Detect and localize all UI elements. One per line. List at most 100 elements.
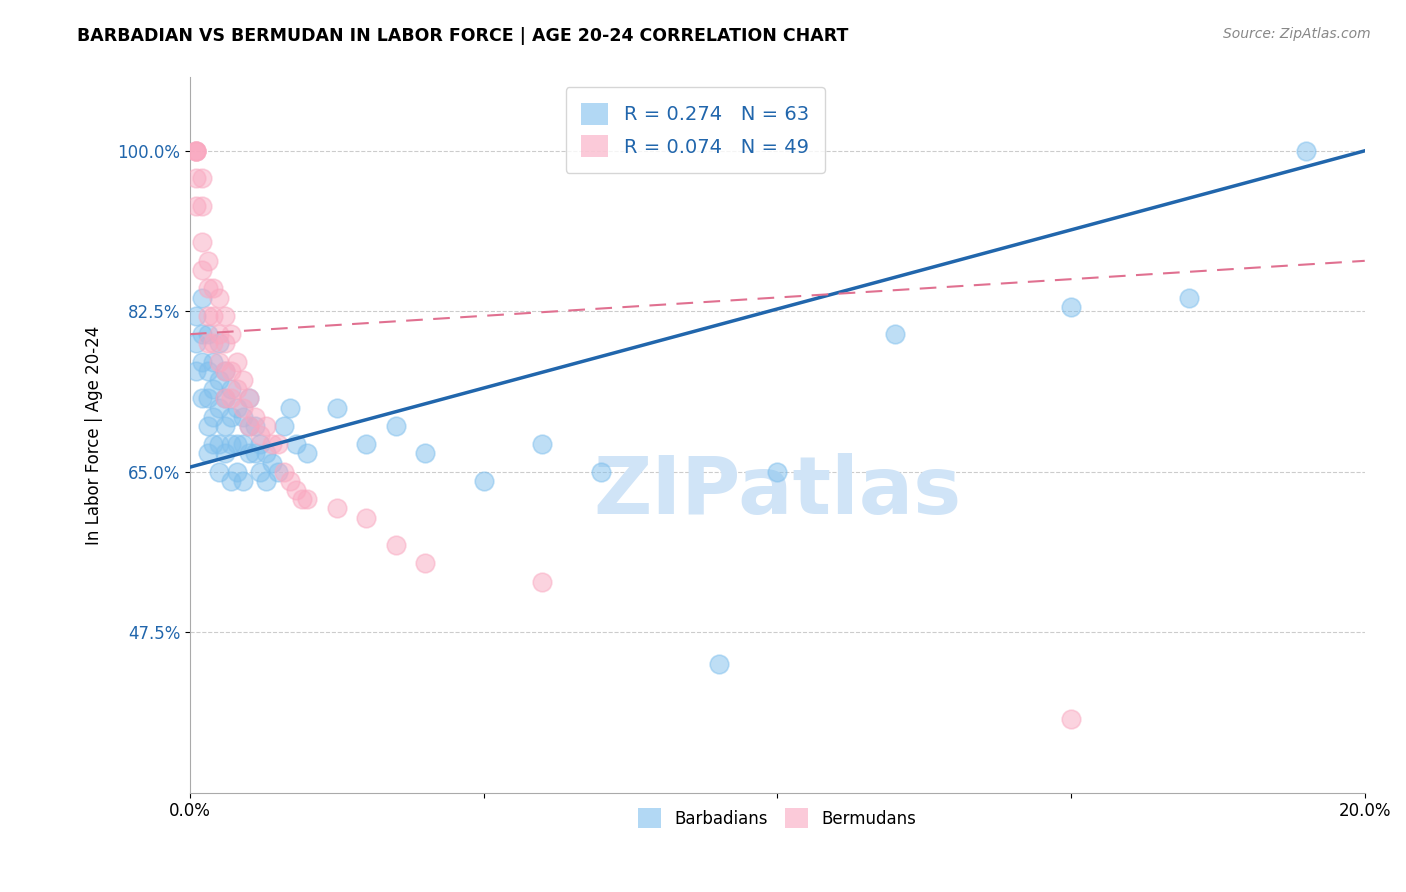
Point — [384, 418, 406, 433]
Point — [184, 336, 207, 351]
Point — [267, 465, 290, 479]
Point — [184, 199, 207, 213]
Point — [219, 392, 242, 406]
Point — [243, 446, 266, 460]
Point — [354, 437, 377, 451]
Point — [184, 309, 207, 323]
Legend: Barbadians, Bermudans: Barbadians, Bermudans — [631, 802, 924, 834]
Point — [197, 253, 219, 268]
Point — [184, 144, 207, 158]
Point — [254, 474, 277, 488]
Point — [225, 354, 247, 368]
Point — [214, 418, 236, 433]
Point — [214, 364, 236, 378]
Point — [278, 401, 301, 415]
Point — [214, 336, 236, 351]
Point — [232, 409, 254, 424]
Point — [197, 327, 219, 342]
Point — [190, 392, 212, 406]
Point — [297, 492, 319, 507]
Point — [190, 291, 212, 305]
Point — [202, 437, 225, 451]
Point — [208, 327, 231, 342]
Point — [262, 456, 284, 470]
Point — [197, 336, 219, 351]
Point — [208, 401, 231, 415]
Point — [208, 354, 231, 368]
Text: BARBADIAN VS BERMUDAN IN LABOR FORCE | AGE 20-24 CORRELATION CHART: BARBADIAN VS BERMUDAN IN LABOR FORCE | A… — [77, 27, 849, 45]
Point — [591, 465, 613, 479]
Point — [273, 418, 295, 433]
Point — [219, 437, 242, 451]
Point — [197, 309, 219, 323]
Point — [238, 446, 260, 460]
Point — [214, 392, 236, 406]
Point — [707, 657, 730, 672]
Point — [202, 336, 225, 351]
Point — [197, 281, 219, 295]
Point — [225, 437, 247, 451]
Point — [326, 401, 349, 415]
Point — [219, 409, 242, 424]
Point — [238, 418, 260, 433]
Point — [290, 492, 312, 507]
Point — [219, 364, 242, 378]
Point — [184, 144, 207, 158]
Point — [243, 409, 266, 424]
Point — [184, 144, 207, 158]
Text: Source: ZipAtlas.com: Source: ZipAtlas.com — [1223, 27, 1371, 41]
Point — [214, 446, 236, 460]
Point — [219, 474, 242, 488]
Point — [883, 327, 905, 342]
Point — [214, 364, 236, 378]
Point — [249, 428, 271, 442]
Point — [202, 281, 225, 295]
Point — [232, 437, 254, 451]
Point — [262, 437, 284, 451]
Point — [1177, 291, 1199, 305]
Point — [197, 446, 219, 460]
Point — [531, 437, 554, 451]
Point — [190, 235, 212, 250]
Point — [354, 510, 377, 524]
Point — [413, 446, 436, 460]
Point — [208, 373, 231, 387]
Point — [267, 437, 290, 451]
Point — [472, 474, 495, 488]
Point — [254, 418, 277, 433]
Point — [297, 446, 319, 460]
Point — [225, 401, 247, 415]
Point — [1295, 144, 1317, 158]
Point — [249, 465, 271, 479]
Point — [219, 382, 242, 396]
Point — [232, 474, 254, 488]
Point — [202, 382, 225, 396]
Point — [238, 418, 260, 433]
Point — [208, 291, 231, 305]
Point — [197, 364, 219, 378]
Point — [219, 327, 242, 342]
Point — [190, 263, 212, 277]
Point — [225, 465, 247, 479]
Point — [190, 354, 212, 368]
Point — [278, 474, 301, 488]
Point — [384, 538, 406, 552]
Point — [208, 336, 231, 351]
Point — [284, 483, 307, 497]
Point — [208, 437, 231, 451]
Y-axis label: In Labor Force | Age 20-24: In Labor Force | Age 20-24 — [86, 326, 103, 545]
Point — [190, 199, 212, 213]
Point — [197, 392, 219, 406]
Point — [214, 392, 236, 406]
Point — [190, 171, 212, 186]
Point — [190, 327, 212, 342]
Point — [238, 392, 260, 406]
Point — [232, 401, 254, 415]
Point — [249, 437, 271, 451]
Point — [1060, 300, 1083, 314]
Point — [197, 418, 219, 433]
Point — [1060, 712, 1083, 726]
Point — [202, 309, 225, 323]
Point — [184, 364, 207, 378]
Point — [225, 382, 247, 396]
